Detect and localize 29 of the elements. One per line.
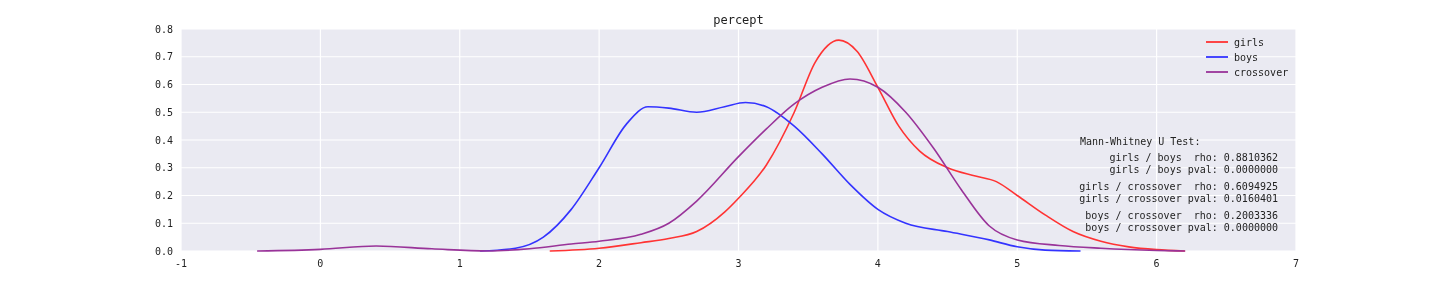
y-tick-label: 0.1	[154, 217, 173, 229]
x-tick-label: 5	[1014, 258, 1021, 269]
y-tick-label: 0.4	[154, 134, 173, 146]
y-tick-label: 0.5	[154, 106, 173, 118]
x-tick-label: 7	[1292, 258, 1300, 269]
x-tick-label: 6	[1153, 258, 1160, 269]
annotation: girls / crossover rho: 0.6094925	[1079, 181, 1278, 192]
x-tick-label: 0	[317, 258, 324, 269]
x-tick-label: -1	[174, 258, 188, 269]
annotation: Mann-Whitney U Test:	[1080, 136, 1201, 147]
x-tick-label: 1	[456, 258, 463, 269]
legend-label: crossover	[1234, 67, 1289, 78]
legend-label: boys	[1234, 52, 1259, 63]
x-tick-label: 4	[874, 258, 881, 269]
y-tick-label: 0.3	[154, 162, 173, 174]
annotation: boys / crossover rho: 0.2003336	[1085, 210, 1278, 221]
y-tick-label: 0.7	[154, 51, 173, 63]
y-tick-label: 0.8	[154, 23, 173, 35]
x-tick-label: 3	[735, 258, 742, 269]
x-tick-label: 2	[596, 258, 603, 269]
annotation: girls / boys pval: 0.0000000	[1109, 164, 1278, 175]
y-tick-label: 0.0	[154, 245, 173, 257]
y-tick-label: 0.2	[154, 190, 173, 201]
chart-title: percept	[713, 13, 764, 27]
annotation: boys / crossover pval: 0.0000000	[1085, 222, 1278, 233]
y-tick-label: 0.6	[154, 79, 173, 90]
legend-label: girls	[1234, 37, 1265, 48]
annotation: girls / crossover pval: 0.0160401	[1079, 193, 1278, 204]
annotation: girls / boys rho: 0.8810362	[1109, 152, 1278, 163]
